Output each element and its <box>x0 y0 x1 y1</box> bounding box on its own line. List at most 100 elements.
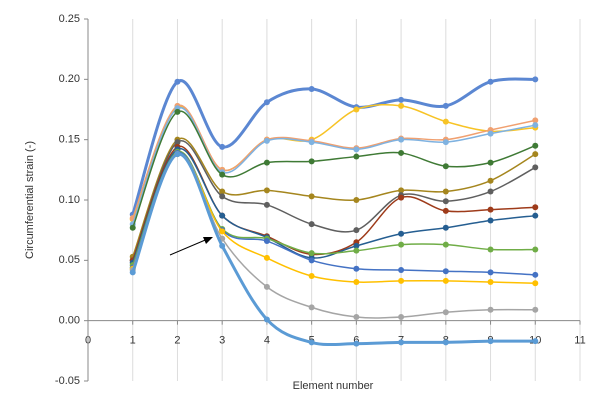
point <box>487 217 494 224</box>
point <box>398 230 405 237</box>
point <box>532 338 539 345</box>
point <box>219 171 226 178</box>
point <box>219 143 226 150</box>
point <box>442 224 449 231</box>
point <box>219 212 226 219</box>
x-tick-label: 2 <box>174 335 180 347</box>
point <box>442 118 449 125</box>
y-tick-label: 0.15 <box>59 134 80 146</box>
point <box>219 193 226 200</box>
y-tick-label: 0.05 <box>59 254 80 266</box>
point <box>353 153 360 160</box>
point <box>398 187 405 194</box>
x-tick-label: 3 <box>219 335 225 347</box>
point <box>308 193 315 200</box>
series-line <box>132 153 536 319</box>
point <box>398 136 405 143</box>
point <box>353 146 360 153</box>
point <box>308 339 315 346</box>
point <box>263 187 270 194</box>
point <box>219 228 226 235</box>
y-tick-label: 0.25 <box>59 13 80 25</box>
point <box>129 269 136 276</box>
point <box>308 250 315 257</box>
point <box>442 339 449 346</box>
point <box>263 159 270 166</box>
point <box>398 314 405 321</box>
point <box>532 204 539 211</box>
point <box>442 277 449 284</box>
point <box>398 266 405 273</box>
series-line <box>132 110 536 229</box>
series-line <box>132 145 536 261</box>
y-axis-title: Circumferential strain (-) <box>24 141 36 259</box>
point <box>532 122 539 129</box>
point <box>532 151 539 158</box>
point <box>263 238 270 245</box>
point <box>532 76 539 83</box>
point <box>532 117 539 124</box>
point <box>487 177 494 184</box>
point <box>263 283 270 290</box>
point <box>398 241 405 248</box>
point <box>532 246 539 253</box>
point <box>487 246 494 253</box>
x-axis-title: Element number <box>293 380 374 392</box>
y-tick-label: 0.10 <box>59 194 80 206</box>
point <box>532 280 539 287</box>
point <box>487 130 494 137</box>
point <box>308 85 315 92</box>
y-tick-label: 0.00 <box>59 315 80 327</box>
point <box>532 271 539 278</box>
point <box>487 78 494 85</box>
x-tick-label: 6 <box>353 335 359 347</box>
point <box>263 201 270 208</box>
point <box>442 188 449 195</box>
point <box>353 340 360 347</box>
point <box>487 206 494 213</box>
point <box>398 96 405 103</box>
annotation-arrow <box>169 237 211 256</box>
point <box>129 224 136 231</box>
point <box>353 242 360 249</box>
point <box>487 279 494 286</box>
point <box>308 158 315 165</box>
point <box>487 269 494 276</box>
series-line <box>132 139 536 261</box>
y-tick-label: -0.05 <box>55 375 80 387</box>
point <box>353 247 360 254</box>
point <box>532 142 539 149</box>
point <box>487 188 494 195</box>
point <box>487 159 494 166</box>
point <box>263 254 270 261</box>
point <box>308 304 315 311</box>
point <box>263 99 270 106</box>
point <box>353 106 360 113</box>
point <box>532 212 539 219</box>
series-line <box>132 137 536 257</box>
point <box>308 273 315 280</box>
point <box>174 108 181 115</box>
point <box>263 316 270 323</box>
point <box>353 227 360 234</box>
point <box>353 279 360 286</box>
x-tick-label: 11 <box>574 335 585 347</box>
point <box>398 277 405 284</box>
point <box>398 102 405 109</box>
point <box>532 306 539 313</box>
point <box>487 306 494 313</box>
point <box>442 163 449 170</box>
point <box>219 188 226 195</box>
point <box>174 139 181 146</box>
point <box>308 257 315 264</box>
annotation-arrowhead <box>203 237 213 244</box>
point <box>353 197 360 203</box>
point <box>442 198 449 205</box>
point <box>398 339 405 346</box>
point <box>442 268 449 275</box>
y-tick-label: 0.20 <box>59 73 80 85</box>
series-line <box>131 152 536 347</box>
plot: 01234567891011-0.050.000.050.100.150.200… <box>55 13 586 387</box>
point <box>398 194 405 201</box>
